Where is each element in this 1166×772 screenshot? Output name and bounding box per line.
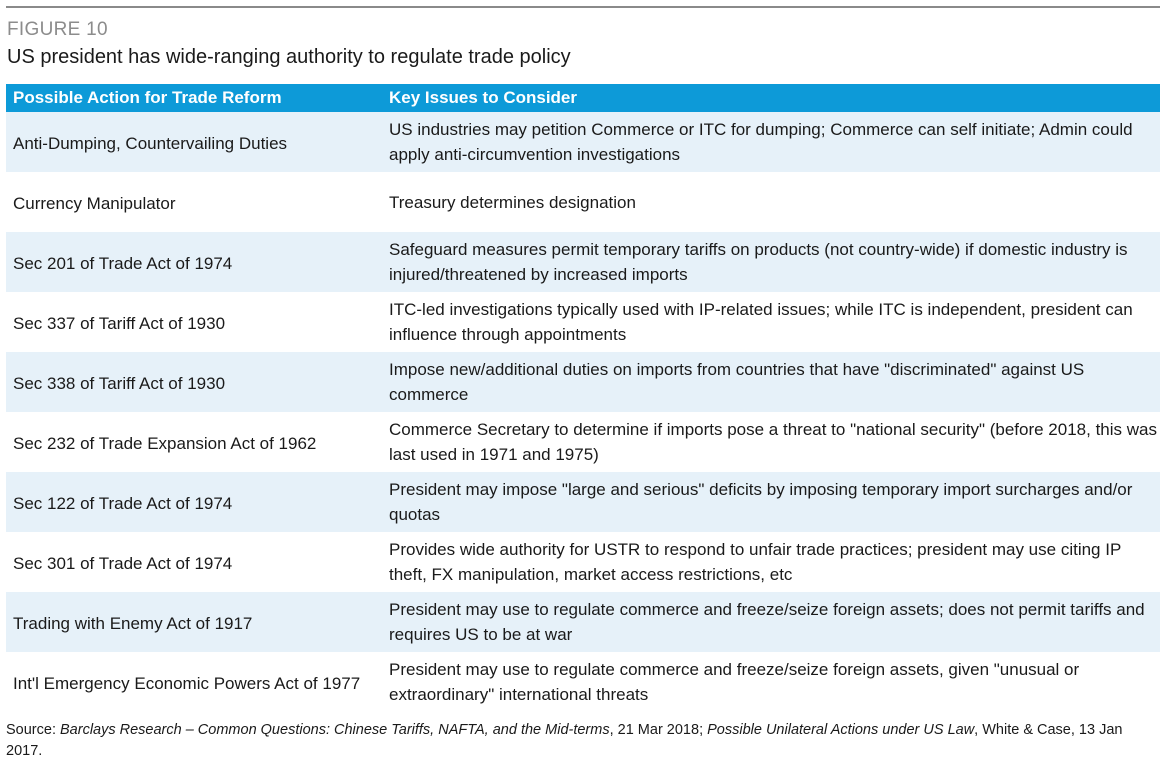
- column-header-action: Possible Action for Trade Reform: [13, 88, 282, 107]
- source-prefix: Source:: [6, 722, 60, 738]
- issues-cell: ITC-led investigations typically used wi…: [389, 300, 1133, 344]
- table-row: Sec 301 of Trade Act of 1974 Provides wid…: [6, 532, 1160, 592]
- issues-cell: Commerce Secretary to determine if impor…: [389, 420, 1157, 464]
- table-body: Anti-Dumping, Countervailing Duties US in…: [6, 112, 1160, 712]
- column-header-issues: Key Issues to Consider: [389, 88, 578, 107]
- table-row: Int'l Emergency Economic Powers Act of 1…: [6, 652, 1160, 712]
- issues-cell: President may impose "large and serious"…: [389, 480, 1133, 524]
- table-row: Sec 232 of Trade Expansion Act of 1962 Co…: [6, 412, 1160, 472]
- action-cell: Sec 338 of Tariff Act of 1930: [13, 374, 226, 393]
- trade-actions-table: Possible Action for Trade Reform Key Iss…: [6, 84, 1160, 712]
- source-suffix: , White & Case, 13 Jan 2017.: [6, 722, 1123, 759]
- issues-cell: Safeguard measures permit temporary tari…: [389, 240, 1128, 284]
- action-cell: Trading with Enemy Act of 1917: [13, 614, 253, 633]
- action-cell: Sec 201 of Trade Act of 1974: [13, 254, 233, 273]
- action-cell: Sec 122 of Trade Act of 1974: [13, 494, 233, 513]
- issues-cell: Treasury determines designation: [389, 192, 636, 212]
- action-cell: Sec 232 of Trade Expansion Act of 1962: [13, 434, 317, 453]
- figure-title: US president has wide-ranging authority …: [7, 46, 571, 68]
- source-note: Source: Barclays Research – Common Quest…: [6, 720, 1160, 762]
- table-row: Anti-Dumping, Countervailing Duties US in…: [6, 112, 1160, 172]
- table-header-row: Possible Action for Trade Reform Key Iss…: [6, 84, 1160, 112]
- source-ref-barclays: Barclays Research – Common Questions: Ch…: [60, 722, 610, 738]
- issues-cell: President may use to regulate commerce a…: [389, 660, 1080, 704]
- source-ref-white-case: Possible Unilateral Actions under US Law: [707, 722, 975, 738]
- figure-label: FIGURE 10: [7, 19, 108, 40]
- table-row: Currency Manipulator Treasury determines …: [6, 172, 1160, 232]
- table-row: Sec 337 of Tariff Act of 1930 ITC-led inv…: [6, 292, 1160, 352]
- action-cell: Int'l Emergency Economic Powers Act of 1…: [13, 674, 361, 693]
- action-cell: Sec 301 of Trade Act of 1974: [13, 554, 233, 573]
- action-cell: Sec 337 of Tariff Act of 1930: [13, 314, 226, 333]
- issues-cell: President may use to regulate commerce a…: [389, 600, 1145, 644]
- issues-cell: US industries may petition Commerce or I…: [389, 120, 1133, 164]
- issues-cell: Impose new/additional duties on imports …: [389, 360, 1085, 404]
- table-row: Sec 122 of Trade Act of 1974 President ma…: [6, 472, 1160, 532]
- table-row: Sec 201 of Trade Act of 1974 Safeguard me…: [6, 232, 1160, 292]
- top-rule: [6, 6, 1160, 8]
- action-cell: Anti-Dumping, Countervailing Duties: [13, 134, 288, 153]
- table-row: Sec 338 of Tariff Act of 1930 Impose new/…: [6, 352, 1160, 412]
- action-cell: Currency Manipulator: [13, 194, 176, 213]
- table-row: Trading with Enemy Act of 1917 President …: [6, 592, 1160, 652]
- source-date: , 21 Mar 2018;: [609, 722, 708, 738]
- issues-cell: Provides wide authority for USTR to resp…: [389, 540, 1121, 584]
